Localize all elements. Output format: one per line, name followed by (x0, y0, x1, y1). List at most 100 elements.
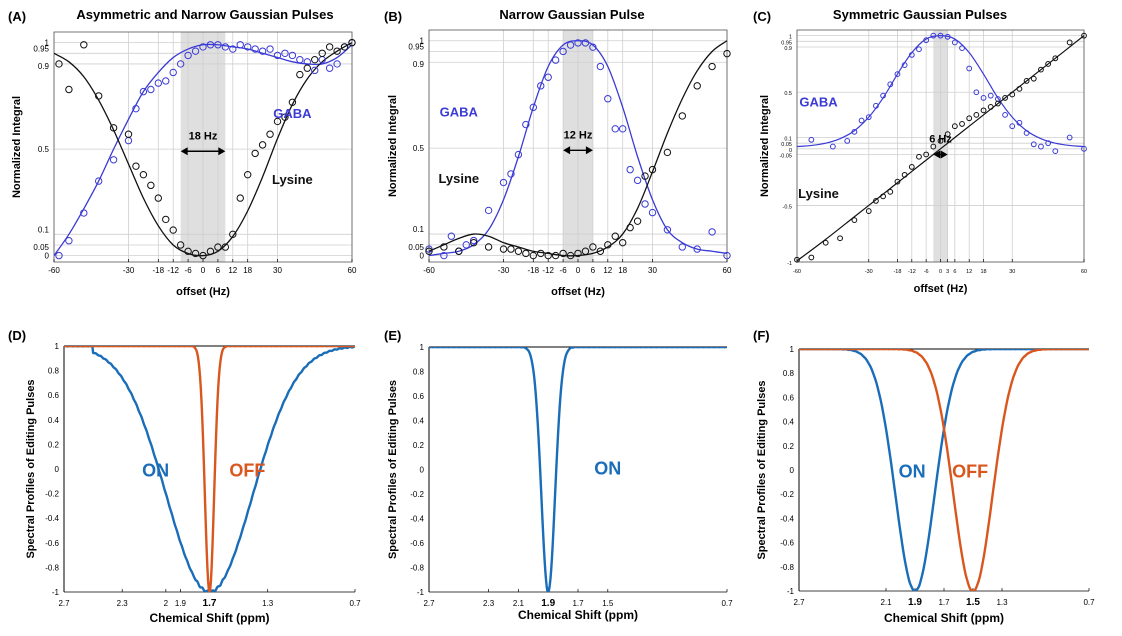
x-tick-label: 18 (980, 269, 986, 275)
y-tick-label: 0.8 (783, 369, 795, 378)
gaba-points-point (139, 87, 148, 96)
lysine-points-point (95, 92, 103, 100)
lysine-points-point (930, 143, 937, 150)
y-tick-label: 0 (45, 252, 50, 261)
gaba-points-point (80, 209, 88, 217)
y-tick-label: -1 (787, 587, 795, 596)
panel-b: (B) Narrow Gaussian Pulse-60 -30 -18 -12 -6 0 6… (384, 7, 732, 298)
gaba-points-point (908, 51, 915, 58)
lysine-points-point (303, 64, 311, 72)
lysine-points-point (191, 249, 200, 258)
gaba-points-point (244, 43, 252, 51)
x-tick-label: 3 (946, 269, 949, 275)
y-tick-label: 1 (420, 343, 425, 352)
lysine-points-point (708, 62, 716, 71)
gaba-points-point (1052, 148, 1059, 154)
lysine-points-point (559, 249, 567, 258)
gaba-points-point (214, 41, 222, 49)
gaba-points-point (109, 156, 118, 164)
y-tick-label: -1 (787, 261, 792, 267)
offset-arrow-right-head (218, 147, 226, 156)
lysine-points-point (484, 243, 493, 251)
y-tick-label: -0.2 (45, 490, 59, 499)
y-tick-label: 1 (420, 37, 425, 46)
x-tick-label: 2.7 (423, 599, 435, 608)
x-tick-label: 0.7 (349, 599, 361, 608)
lysine-points-point (604, 241, 612, 249)
lysine-points-point (973, 111, 980, 118)
lysine-points-point (1081, 32, 1087, 39)
gaba-points-point (462, 241, 470, 249)
lysine-points-point (229, 230, 237, 239)
gaba-points-point (980, 95, 987, 101)
y-tick-label: 0.1 (38, 225, 50, 234)
x-tick-label: 0 (576, 266, 581, 275)
gaba-points-point (221, 43, 230, 51)
lysine-points-point (139, 170, 148, 179)
x-tick-label: 1.7 (203, 598, 217, 609)
lysine-points-point (281, 113, 289, 121)
gaba-points-point (162, 77, 170, 85)
lysine-points-point (1066, 39, 1073, 46)
x-tick-label: 12 (966, 269, 972, 275)
x-tick-label: 0.7 (1083, 598, 1095, 607)
lysine-points-point (109, 124, 118, 132)
panel-label: (E) (384, 328, 401, 343)
lysine-points-point (206, 247, 215, 256)
gaba-points-point (236, 41, 244, 49)
x-tick-label: 1.7 (572, 599, 584, 608)
lysine-points-point (529, 251, 537, 260)
y-tick-label: 0.2 (783, 442, 795, 451)
lysine-points-point (244, 170, 252, 179)
gaba-points-point (440, 251, 448, 260)
x-tick-label: -12 (542, 266, 554, 275)
gaba-points-point (176, 60, 185, 68)
x-tick-label: 6 (953, 269, 956, 275)
y-tick-label: 0.1 (784, 137, 792, 143)
x-tick-label: 2.3 (483, 599, 495, 608)
x-tick-label: -12 (908, 269, 916, 275)
plot-area (429, 40, 727, 257)
lysine-points-point (596, 247, 605, 255)
y-tick-label: 0.4 (48, 416, 60, 425)
gaba-points-point (470, 236, 478, 245)
y-tick-label: 0.2 (48, 440, 60, 449)
gaba-points-point (937, 32, 944, 39)
x-tick-label: 60 (723, 266, 732, 275)
gaba-points-point (266, 45, 274, 53)
gaba-points-point (887, 81, 894, 88)
gaba-points-point (1023, 130, 1030, 136)
lysine-points-point (551, 251, 560, 260)
x-tick-label: 1.3 (996, 598, 1008, 607)
lysine-fit (54, 42, 352, 257)
series-label-gaba: GABA (273, 106, 312, 121)
y-tick-label: 1 (789, 35, 792, 41)
x-tick-label: 1.7 (938, 598, 950, 607)
gaba-points-point (311, 66, 319, 75)
lysine-points-point (176, 241, 185, 249)
x-tick-label: -18 (893, 269, 901, 275)
gaba-points-point (1081, 145, 1087, 152)
gaba-points-point (507, 170, 515, 178)
y-tick-label: -0.2 (780, 490, 794, 499)
lysine-points-point (1023, 78, 1030, 84)
y-tick-label: 0 (420, 252, 425, 261)
y-tick-label: -0.4 (45, 514, 59, 523)
lysine-points-point (154, 194, 163, 202)
gaba-points-point (566, 41, 575, 49)
gaba-points-point (581, 39, 590, 47)
lysine-points-point (1030, 75, 1037, 82)
gaba-points-point (626, 165, 634, 174)
gaba-points-point (808, 136, 815, 143)
x-tick-label: 30 (273, 266, 282, 275)
off-profile (64, 346, 355, 592)
offset-width-label: 6 Hz (929, 133, 952, 145)
y-tick-label: 0.05 (33, 243, 49, 252)
lysine-points-point (966, 115, 973, 122)
y-tick-label: 0 (420, 466, 425, 475)
offset-width-label: 12 Hz (564, 129, 593, 141)
offset-arrow-right-head (940, 150, 948, 159)
gaba-fit (429, 40, 727, 257)
on-profile (799, 349, 1089, 591)
y-tick-label: 0.6 (413, 392, 425, 401)
